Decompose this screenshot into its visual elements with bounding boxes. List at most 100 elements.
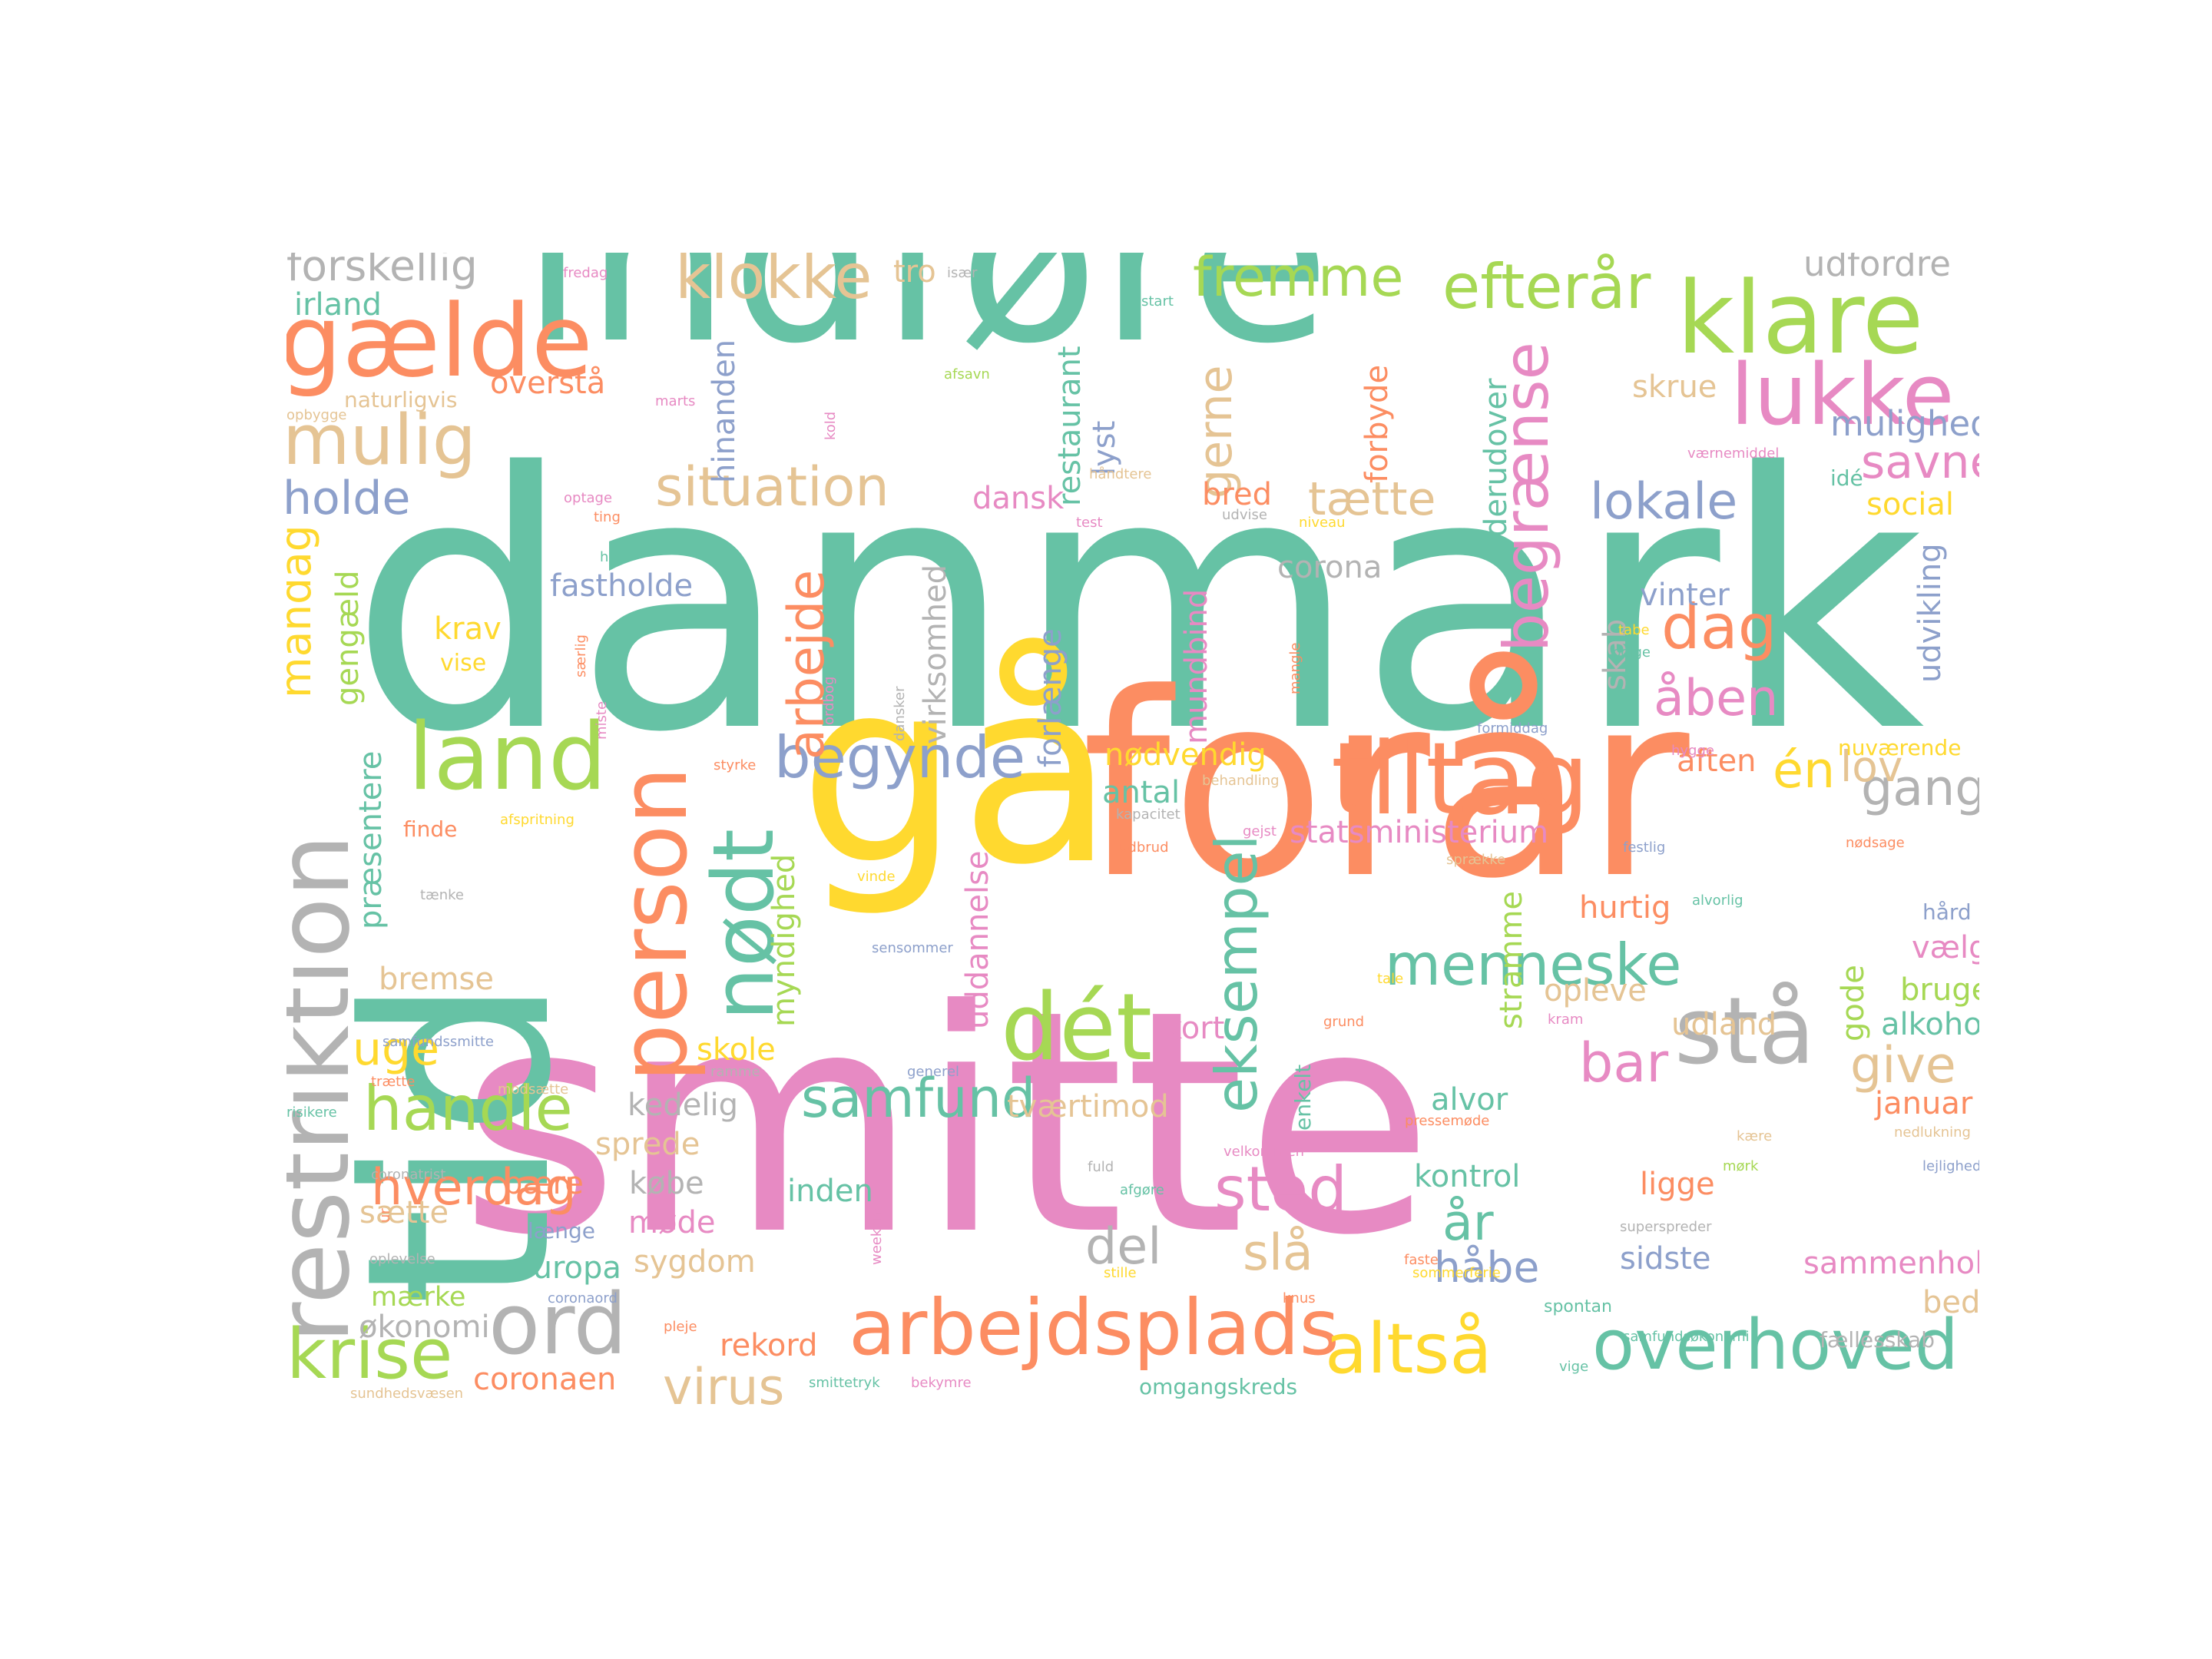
word-alvorlig: alvorlig <box>1692 892 1743 909</box>
word-rekord: rekord <box>720 1328 818 1363</box>
word-en: én <box>1773 742 1836 800</box>
word-social: social <box>1866 487 1955 522</box>
word-kontrol: kontrol <box>1414 1159 1521 1194</box>
word-klokke: klokke <box>675 253 873 313</box>
word-menneske: menneske <box>1385 931 1682 998</box>
word-dansk: dansk <box>972 481 1065 516</box>
word-kram: kram <box>1548 1012 1584 1028</box>
word-virksomhed: virksomhed <box>918 564 953 744</box>
word-arbejdsplads: arbejdsplads <box>849 1283 1339 1373</box>
word-cloud: danmark smitte indføre forår gå tid rest… <box>286 253 1979 1427</box>
word-vige: vige <box>1559 1359 1589 1375</box>
word-nodvendig: nødvendig <box>1104 737 1267 773</box>
word-velkommen: velkommen <box>1224 1144 1305 1160</box>
word-europa: europa <box>514 1250 621 1286</box>
word-traette: trætte <box>371 1074 416 1090</box>
word-aar: år <box>1442 1194 1494 1252</box>
word-bremse: bremse <box>379 962 494 997</box>
word-udvise: udvise <box>1222 507 1267 523</box>
word-udvikling: udvikling <box>1912 543 1948 683</box>
word-haabe: håbe <box>1434 1243 1540 1292</box>
word-ligge: ligge <box>1640 1167 1715 1202</box>
word-haard: hård <box>1922 899 1972 925</box>
word-spraekke: sprække <box>1446 852 1506 868</box>
word-aaben: åben <box>1654 670 1779 727</box>
word-aften: aften <box>1677 743 1757 779</box>
word-marts: marts <box>655 393 696 409</box>
word-baere: bære <box>503 1166 584 1201</box>
word-hygge: hygge <box>1671 743 1714 759</box>
word-bolge: bølge <box>1612 644 1651 661</box>
word-bred: bred <box>1202 477 1272 512</box>
word-gengaeld: gengæld <box>330 570 366 706</box>
word-tiltag: tiltag <box>1331 720 1590 837</box>
word-maerke: mærke <box>371 1282 466 1313</box>
word-mulighed: mulighed <box>1830 403 1979 444</box>
word-inden: inden <box>787 1174 873 1209</box>
word-kobe: købe <box>629 1166 704 1201</box>
word-sidste: sidste <box>1620 1241 1711 1277</box>
word-mandag: mandag <box>286 525 320 698</box>
word-grund: grund <box>1323 1014 1365 1030</box>
word-pressemode: pressemøde <box>1405 1113 1490 1129</box>
word-skrue: skrue <box>1632 369 1717 405</box>
word-bede: bede <box>1922 1285 1979 1320</box>
word-vinter: vinter <box>1640 578 1730 613</box>
word-uge: uge <box>353 1022 440 1076</box>
word-altsaa: altså <box>1325 1309 1492 1389</box>
word-alvor: alvor <box>1431 1082 1508 1118</box>
word-sygdom: sygdom <box>634 1244 756 1280</box>
word-situation: situation <box>655 455 889 518</box>
word-efteraar: efterår <box>1442 253 1651 323</box>
word-restaurant: restaurant <box>1052 346 1088 506</box>
word-taenke: tænke <box>420 887 464 903</box>
word-bekymre: bekymre <box>911 1375 972 1391</box>
word-sted: sted <box>1214 1154 1348 1225</box>
word-arbejde: arbejde <box>778 569 836 760</box>
word-afspritning: afspritning <box>500 812 575 828</box>
word-enkelt: enkelt <box>1290 1064 1316 1131</box>
word-superspreder: superspreder <box>1620 1219 1712 1235</box>
word-finde: finde <box>403 816 458 842</box>
word-naturligvis: naturligvis <box>344 387 458 412</box>
word-vinde: vinde <box>857 869 896 885</box>
word-vaernemiddel: værnemiddel <box>1687 445 1780 462</box>
word-lukke: lukke <box>1730 346 1955 444</box>
word-kapacitet: kapacitet <box>1116 806 1181 823</box>
word-tale: tale <box>1377 971 1404 987</box>
word-smittetryk: smittetryk <box>809 1375 880 1391</box>
word-festlig: festlig <box>1623 839 1666 856</box>
word-omgangskreds: omgangskreds <box>1139 1374 1298 1399</box>
word-udfordre: udfordre <box>1803 253 1951 284</box>
word-lejlighed: lejlighed <box>1922 1158 1979 1174</box>
word-uddannelse: uddannelse <box>960 850 995 1029</box>
word-okonomi: økonomi <box>359 1310 490 1345</box>
word-niveau: niveau <box>1299 515 1346 531</box>
word-forlaenge: forlænge <box>1033 628 1068 767</box>
word-lov: lov <box>1840 742 1903 791</box>
word-miste: miste <box>594 700 610 740</box>
word-gode: gode <box>1836 965 1871 1041</box>
word-opbygge: opbygge <box>286 407 347 423</box>
word-ord: ord <box>488 1275 628 1373</box>
word-saerlig: særlig <box>573 634 589 677</box>
word-hinanden: hinanden <box>707 339 742 483</box>
word-indfore: indføre <box>521 253 1331 394</box>
word-isaer: især <box>947 265 978 281</box>
word-sensommer: sensommer <box>872 940 953 956</box>
word-derudover: derudover <box>1479 378 1514 537</box>
word-overstaa: overstå <box>490 366 606 401</box>
word-del: del <box>1085 1218 1162 1276</box>
word-mork: mørk <box>1723 1158 1759 1174</box>
word-holde: holde <box>286 472 411 525</box>
word-ordbog: ordbog <box>821 676 837 725</box>
word-foraar: forår <box>1081 639 1690 934</box>
word-bruge: bruge <box>1900 972 1979 1008</box>
word-sommerferie: sommerferie <box>1412 1265 1501 1281</box>
word-sammenhold: sammenhold <box>1803 1246 1979 1281</box>
word-udbrud: udbrud <box>1119 839 1169 856</box>
word-opleve: opleve <box>1544 973 1647 1008</box>
word-sprede: sprede <box>595 1127 700 1162</box>
word-skole: skole <box>697 1032 776 1068</box>
word-mundbind: mundbind <box>1179 588 1214 744</box>
